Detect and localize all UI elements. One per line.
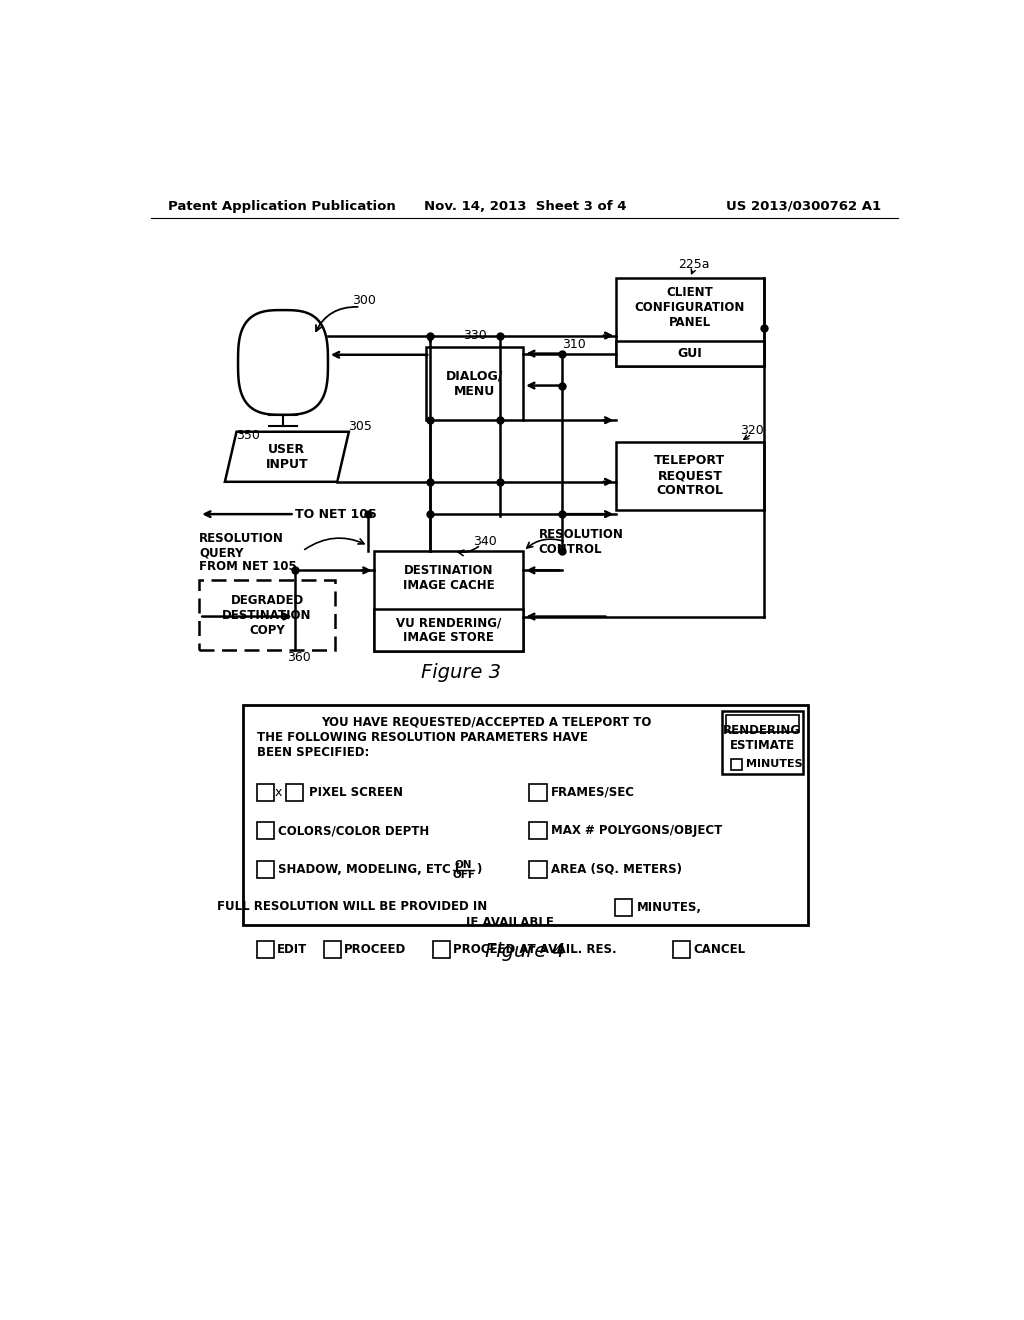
Bar: [731, 759, 741, 770]
Text: PROCEED AT AVAIL. RES.: PROCEED AT AVAIL. RES.: [453, 944, 616, 957]
Bar: [243, 705, 809, 924]
Text: 305: 305: [348, 420, 373, 433]
Text: FULL RESOLUTION WILL BE PROVIDED IN: FULL RESOLUTION WILL BE PROVIDED IN: [216, 900, 486, 913]
Bar: [529, 861, 547, 878]
Text: Figure 3: Figure 3: [421, 663, 502, 682]
Text: 350: 350: [237, 429, 260, 442]
Text: IF AVAILABLE: IF AVAILABLE: [466, 916, 554, 929]
Bar: [726, 715, 799, 733]
Text: 300: 300: [352, 294, 376, 308]
Text: x: x: [274, 785, 282, 799]
Text: EDIT: EDIT: [276, 944, 307, 957]
Bar: [529, 784, 547, 800]
Text: Nov. 14, 2013  Sheet 3 of 4: Nov. 14, 2013 Sheet 3 of 4: [424, 199, 626, 213]
Text: OFF: OFF: [452, 870, 475, 879]
Bar: [722, 711, 803, 775]
Text: SHADOW, MODELING, ETC (: SHADOW, MODELING, ETC (: [279, 862, 461, 875]
Text: Figure 4: Figure 4: [484, 942, 565, 961]
Bar: [257, 784, 273, 800]
Text: THE FOLLOWING RESOLUTION PARAMETERS HAVE
BEEN SPECIFIED:: THE FOLLOWING RESOLUTION PARAMETERS HAVE…: [257, 731, 588, 759]
Text: MAX # POLYGONS/OBJECT: MAX # POLYGONS/OBJECT: [551, 824, 722, 837]
Text: MINUTES,: MINUTES,: [636, 902, 701, 915]
Text: CANCEL: CANCEL: [693, 944, 745, 957]
Text: ON: ON: [455, 861, 472, 870]
Text: RESOLUTION
CONTROL: RESOLUTION CONTROL: [539, 528, 624, 556]
Polygon shape: [225, 432, 349, 482]
Text: 320: 320: [740, 425, 764, 437]
Bar: [257, 861, 273, 878]
Text: 330: 330: [463, 329, 486, 342]
Text: PIXEL SCREEN: PIXEL SCREEN: [309, 785, 403, 799]
Text: VU RENDERING/
IMAGE STORE: VU RENDERING/ IMAGE STORE: [396, 616, 502, 644]
Text: CLIENT
CONFIGURATION
PANEL: CLIENT CONFIGURATION PANEL: [635, 285, 745, 329]
Text: PROCEED: PROCEED: [344, 944, 407, 957]
Text: AREA (SQ. METERS): AREA (SQ. METERS): [551, 862, 682, 875]
Bar: [432, 941, 450, 958]
Bar: [257, 822, 273, 840]
Polygon shape: [238, 310, 328, 414]
Text: GUI: GUI: [678, 347, 702, 360]
Text: DESTINATION
IMAGE CACHE: DESTINATION IMAGE CACHE: [403, 564, 495, 593]
Bar: [529, 822, 547, 840]
Bar: [286, 784, 303, 800]
Bar: [616, 277, 764, 367]
Bar: [616, 341, 764, 367]
Text: MINUTES: MINUTES: [745, 759, 802, 770]
Text: 340: 340: [473, 535, 497, 548]
Text: 310: 310: [562, 338, 586, 351]
Bar: [614, 899, 632, 916]
Text: TELEPORT
REQUEST
CONTROL: TELEPORT REQUEST CONTROL: [654, 454, 725, 498]
Bar: [324, 941, 341, 958]
Text: RESOLUTION
QUERY: RESOLUTION QUERY: [200, 532, 285, 560]
Text: RENDERING
ESTIMATE: RENDERING ESTIMATE: [723, 725, 802, 752]
Text: FROM NET 105: FROM NET 105: [200, 560, 297, 573]
Bar: [257, 941, 273, 958]
Bar: [375, 552, 523, 651]
Text: YOU HAVE REQUESTED/ACCEPTED A TELEPORT TO: YOU HAVE REQUESTED/ACCEPTED A TELEPORT T…: [322, 715, 652, 729]
Text: 360: 360: [287, 651, 310, 664]
Text: DEGRADED
DESTINATION
COPY: DEGRADED DESTINATION COPY: [222, 594, 312, 636]
Text: FRAMES/SEC: FRAMES/SEC: [551, 785, 635, 799]
Bar: [375, 609, 523, 651]
Bar: [200, 581, 335, 649]
Text: DIALOG/
MENU: DIALOG/ MENU: [446, 370, 504, 397]
Bar: [426, 347, 523, 420]
Text: US 2013/0300762 A1: US 2013/0300762 A1: [726, 199, 882, 213]
Bar: [616, 442, 764, 510]
Text: ): ): [476, 862, 481, 875]
Text: USER
INPUT: USER INPUT: [265, 442, 308, 471]
Bar: [673, 941, 690, 958]
Text: COLORS/COLOR DEPTH: COLORS/COLOR DEPTH: [279, 824, 430, 837]
Text: Patent Application Publication: Patent Application Publication: [168, 199, 396, 213]
Text: 225a: 225a: [678, 259, 710, 271]
Text: TO NET 105: TO NET 105: [295, 508, 377, 520]
